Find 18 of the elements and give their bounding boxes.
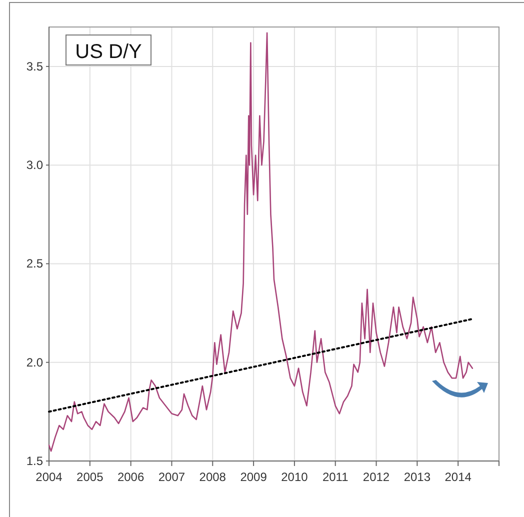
y-tick-label: 3.0: [26, 158, 44, 172]
x-tick-label: 2011: [322, 470, 349, 484]
x-tick-label: 2010: [281, 470, 308, 484]
x-tick-label: 2013: [404, 470, 431, 484]
x-tick-label: 2005: [76, 470, 104, 484]
line-series: [48, 32, 474, 452]
x-tick-label: 2004: [36, 470, 63, 484]
y-tick-label: 2.0: [26, 355, 44, 370]
x-tick-label: 2012: [362, 470, 390, 484]
x-tick-label: 2006: [117, 470, 144, 484]
text: US D/Y: [75, 41, 142, 63]
x-tick-label: 2008: [199, 470, 226, 484]
y-tick-label: 2.5: [26, 256, 44, 271]
x-tick-label: 2014: [444, 470, 472, 484]
x-tick-label: 2007: [158, 470, 186, 484]
y-tick-label: 3.5: [26, 59, 44, 74]
y-tick-label: 1.5: [26, 454, 44, 468]
x-tick-label: 2009: [240, 470, 268, 484]
